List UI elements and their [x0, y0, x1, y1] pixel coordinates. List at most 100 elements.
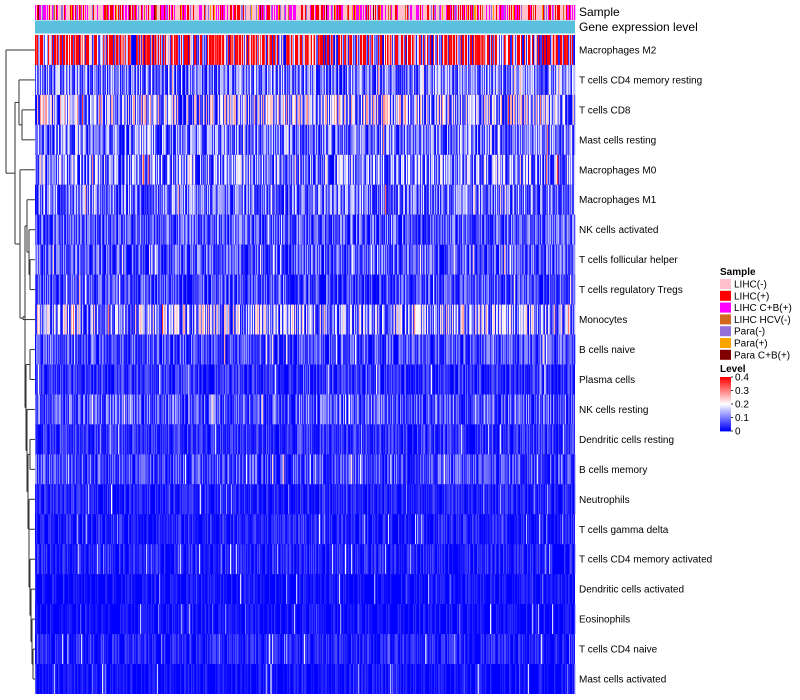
heatmap-cell [495, 304, 497, 335]
heatmap-cell [92, 244, 94, 275]
heatmap-cell [392, 35, 394, 65]
heatmap-cell [410, 184, 412, 215]
heatmap-cell [508, 124, 510, 155]
heatmap-cell [193, 184, 195, 215]
heatmap-cell [436, 304, 438, 335]
heatmap-cell [483, 64, 485, 95]
heatmap-cell [40, 94, 42, 125]
heatmap-cell [266, 154, 268, 185]
heatmap-cell [370, 35, 372, 65]
heatmap-cell [161, 35, 163, 65]
heatmap-cell [485, 35, 487, 65]
heatmap-cell [318, 35, 320, 65]
heatmap-cell [482, 35, 484, 65]
heatmap-cell [562, 35, 564, 65]
sample-cell [272, 5, 274, 20]
heatmap-cell [525, 35, 527, 65]
heatmap-cell [435, 64, 437, 95]
heatmap-cell [164, 304, 166, 335]
heatmap-cell [554, 124, 556, 155]
heatmap-cell [185, 244, 187, 275]
heatmap-cell [263, 94, 265, 125]
heatmap-cell [108, 214, 110, 245]
heatmap-cell [304, 274, 306, 305]
heatmap-cell [66, 244, 68, 275]
heatmap-cell [116, 244, 118, 275]
heatmap-cell [480, 35, 482, 65]
heatmap-cell [500, 124, 502, 155]
heatmap-cell [400, 35, 402, 65]
heatmap-cell [187, 244, 189, 275]
heatmap-cell [230, 124, 232, 155]
heatmap-cell [224, 35, 226, 65]
heatmap-cell [224, 304, 226, 335]
heatmap-cell [412, 94, 414, 125]
sample-cell [485, 5, 487, 20]
heatmap-cell [426, 35, 428, 65]
heatmap-cell [410, 124, 412, 155]
heatmap-cell [67, 94, 69, 125]
sample-cell [65, 5, 67, 20]
heatmap-cell [523, 304, 525, 335]
heatmap-cell [172, 154, 174, 185]
heatmap-cell [318, 184, 320, 215]
heatmap-cell [155, 184, 157, 215]
heatmap-cell [166, 244, 168, 275]
sample-cell [192, 5, 194, 20]
heatmap-cell [420, 124, 422, 155]
heatmap-cell [275, 124, 277, 155]
heatmap-cell [254, 304, 256, 335]
heatmap-cell [563, 214, 565, 245]
heatmap-cell [98, 244, 100, 275]
heatmap-cell [415, 214, 417, 245]
heatmap-cell [373, 154, 375, 185]
heatmap-cell [202, 274, 204, 305]
heatmap-cell [349, 35, 351, 65]
heatmap-cell [534, 124, 536, 155]
heatmap-cell [165, 184, 167, 215]
heatmap-cell [210, 35, 212, 65]
heatmap-cell [468, 274, 470, 305]
heatmap-cell [223, 244, 225, 275]
heatmap-cell [67, 124, 69, 155]
sample-cell [573, 5, 575, 20]
heatmap-cell [263, 64, 265, 95]
heatmap-cell [426, 64, 428, 95]
heatmap-cell [63, 274, 65, 305]
heatmap-cell [326, 64, 328, 95]
heatmap-cell [293, 64, 295, 95]
heatmap-cell [69, 304, 71, 335]
heatmap-cell [436, 35, 438, 65]
heatmap-cell [213, 214, 215, 245]
heatmap-cell [51, 304, 53, 335]
heatmap-cell [165, 154, 167, 185]
heatmap-cell [401, 94, 403, 125]
sample-cell [473, 5, 475, 20]
heatmap-cell [243, 304, 245, 335]
heatmap-cell [329, 274, 331, 305]
heatmap-cell [79, 94, 81, 125]
heatmap-cell [123, 94, 125, 125]
heatmap-cell [552, 184, 554, 215]
heatmap-cell [95, 94, 97, 125]
heatmap-cell [240, 35, 242, 65]
heatmap-cell [351, 154, 353, 185]
heatmap-cell [366, 214, 368, 245]
heatmap-cell [111, 304, 113, 335]
heatmap-cell [419, 94, 421, 125]
sample-cell [331, 5, 333, 20]
heatmap-cell [513, 124, 515, 155]
heatmap-cell [309, 64, 311, 95]
heatmap-cell [281, 214, 283, 245]
heatmap-cell [431, 214, 433, 245]
heatmap-cell [494, 64, 496, 95]
heatmap-cell [522, 274, 524, 305]
heatmap-cell [367, 64, 369, 95]
heatmap-cell [547, 64, 549, 95]
heatmap-cell [523, 124, 525, 155]
heatmap-cell [573, 35, 575, 65]
heatmap-cell [543, 184, 545, 215]
heatmap-cell [127, 214, 129, 245]
heatmap-cell [483, 304, 485, 335]
heatmap-cell [412, 274, 414, 305]
